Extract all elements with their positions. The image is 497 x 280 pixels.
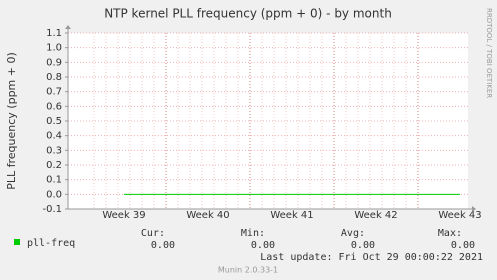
y-tick-label: 0.6 [46, 101, 62, 112]
y-tick-label: 0.0 [46, 189, 62, 200]
legend-value: 0.00 [151, 240, 175, 251]
y-tick-label: 0.5 [46, 116, 62, 127]
legend-swatch [14, 239, 20, 245]
y-arrow [65, 25, 71, 29]
legend-header: Max: [438, 228, 462, 239]
x-tick-label: Week 42 [354, 210, 397, 221]
y-tick-label: 1.0 [46, 43, 62, 54]
legend-header: Cur: [141, 228, 165, 239]
footer: Munin 2.0.33-1 [218, 266, 278, 275]
y-tick-label: 0.7 [46, 87, 62, 98]
legend-header: Avg: [341, 228, 365, 239]
legend-value: 0.00 [251, 240, 275, 251]
legend-header: Min: [241, 228, 265, 239]
y-tick-label: 0.4 [46, 131, 62, 142]
y-tick-label: 1.1 [46, 28, 62, 39]
y-tick-label: 0.9 [46, 57, 62, 68]
x-tick-label: Week 40 [186, 210, 229, 221]
y-tick-label: -0.1 [42, 204, 62, 215]
x-tick-label: Week 43 [438, 210, 481, 221]
y-tick-label: 0.8 [46, 72, 62, 83]
x-tick-label: Week 39 [102, 210, 145, 221]
legend-label: pll-freq [27, 238, 75, 249]
y-axis-label: PLL frequency (ppm + 0) [5, 52, 18, 190]
legend-value: 0.00 [351, 240, 375, 251]
legend-value: 0.00 [451, 240, 475, 251]
x-tick-label: Week 41 [270, 210, 313, 221]
last-update: Last update: Fri Oct 29 00:00:22 2021 [260, 252, 483, 263]
chart-title: NTP kernel PLL frequency (ppm + 0) - by … [104, 7, 392, 21]
y-tick-label: 0.1 [46, 175, 62, 186]
x-arrow [472, 206, 476, 212]
side-text: RRDTOOL / TOBI OETIKER [485, 8, 493, 98]
y-tick-label: 0.3 [46, 145, 62, 156]
y-tick-label: 0.2 [46, 160, 62, 171]
